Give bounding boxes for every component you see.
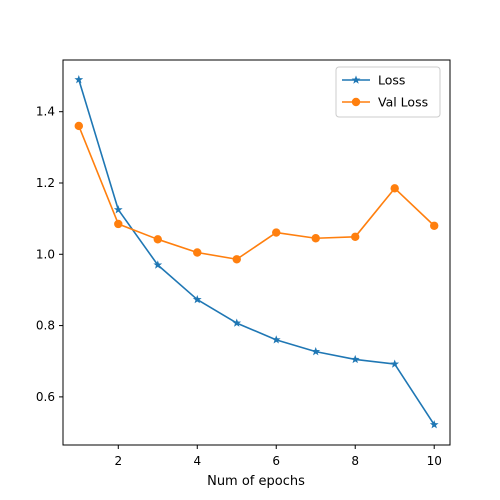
data-point (233, 255, 241, 263)
y-tick-label: 1.0 (36, 247, 55, 261)
legend-marker (352, 98, 360, 106)
x-tick-label: 8 (351, 454, 359, 468)
y-tick-label: 0.6 (36, 390, 55, 404)
data-point (154, 235, 162, 243)
data-point (272, 228, 280, 236)
y-tick-label: 0.8 (36, 319, 55, 333)
data-point (351, 233, 359, 241)
data-point (114, 220, 122, 228)
legend: Loss Val Loss (336, 67, 440, 117)
plot-background (63, 60, 450, 445)
data-point (193, 248, 201, 256)
data-point (312, 234, 320, 242)
data-point (75, 122, 83, 130)
y-tick-label: 1.4 (36, 105, 55, 119)
x-tick-label: 10 (427, 454, 442, 468)
x-tick-label: 6 (272, 454, 280, 468)
plot-area (63, 60, 450, 445)
x-tick-label: 4 (193, 454, 201, 468)
x-axis: 2 4 6 8 10 (114, 445, 441, 468)
data-point (391, 184, 399, 192)
legend-label: Loss (378, 73, 405, 88)
y-tick-label: 1.2 (36, 176, 55, 190)
x-axis-label: Num of epochs (207, 474, 305, 489)
data-point (430, 222, 438, 230)
x-tick-label: 2 (114, 454, 122, 468)
legend-label: Val Loss (378, 95, 428, 110)
y-axis: 0.6 0.8 1.0 1.2 1.4 (36, 105, 63, 404)
